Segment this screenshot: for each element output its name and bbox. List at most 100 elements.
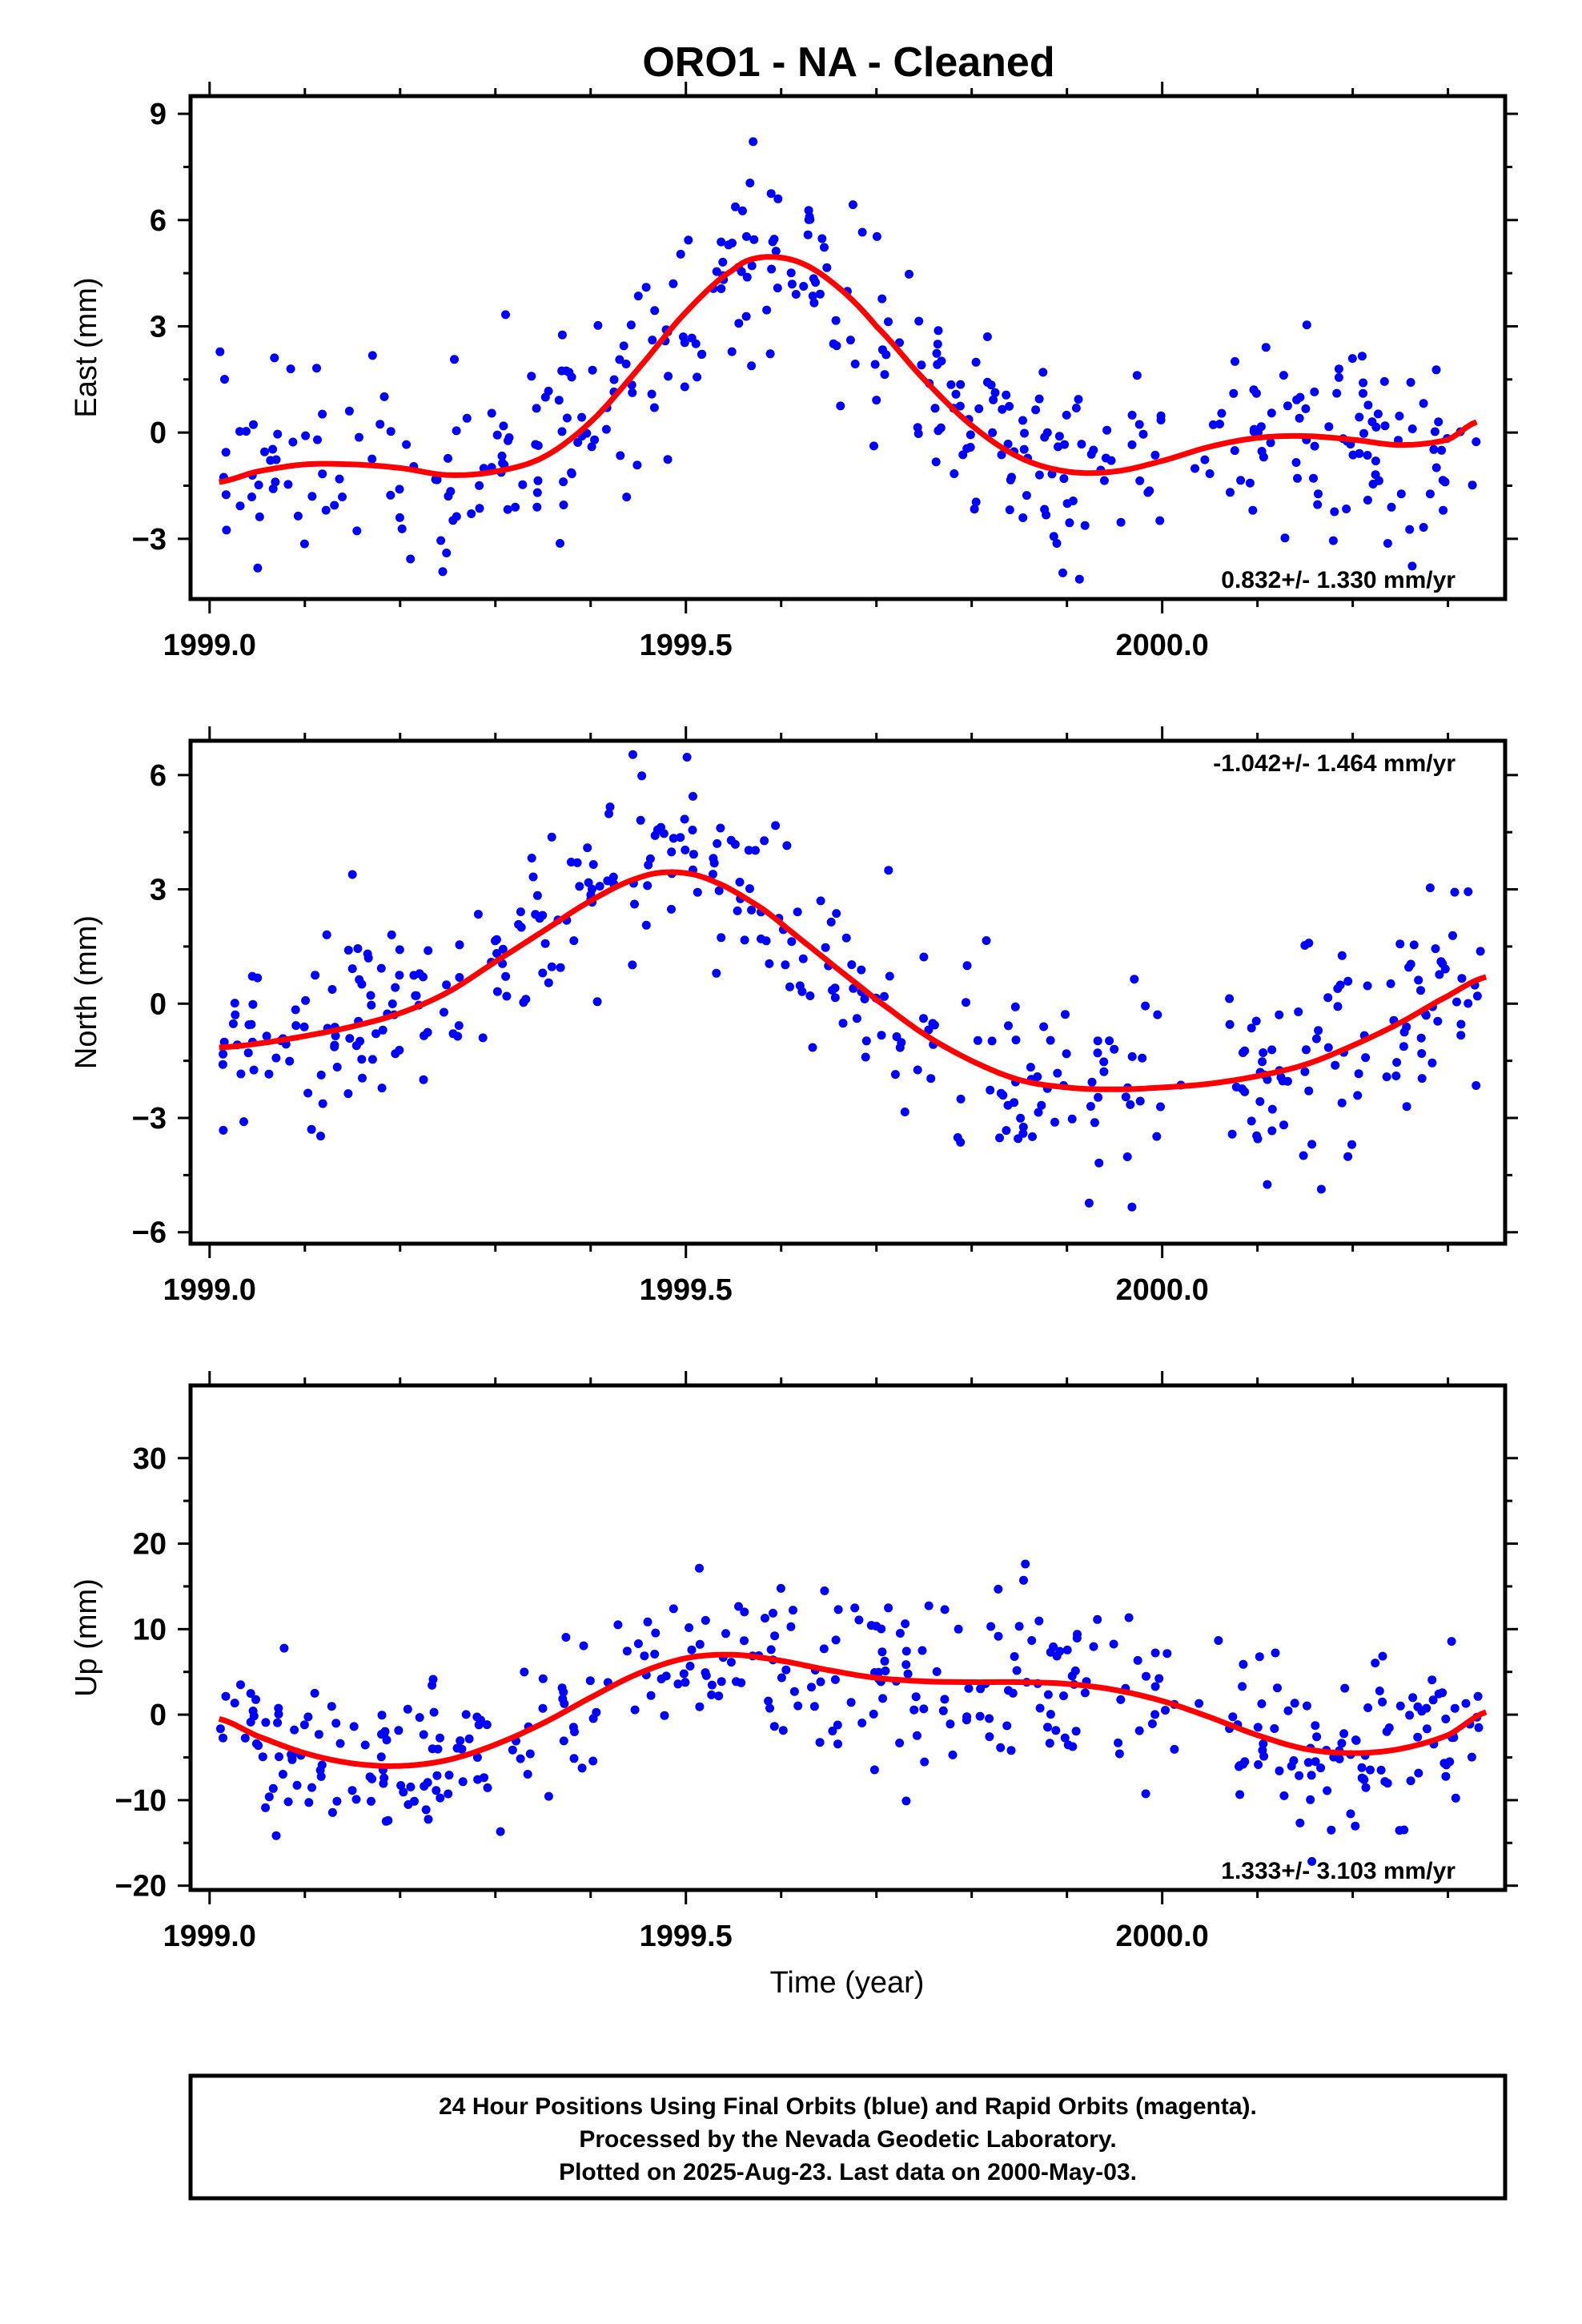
up-data-point xyxy=(1361,1783,1371,1792)
footer-box xyxy=(188,2073,1508,2201)
east-data-point xyxy=(628,388,637,397)
up-data-point xyxy=(809,1702,819,1711)
up-data-point xyxy=(1080,1688,1090,1698)
north-data-point xyxy=(330,1040,339,1050)
north-data-point xyxy=(1409,940,1419,950)
east-data-point xyxy=(1472,437,1481,447)
north-data-point xyxy=(830,993,840,1003)
north-data-point xyxy=(1231,1082,1241,1092)
north-data-point xyxy=(347,964,357,974)
north-data-point xyxy=(303,1088,313,1098)
east-data-point xyxy=(768,237,777,247)
up-data-point xyxy=(290,1725,299,1735)
north-data-point xyxy=(1126,1100,1135,1109)
up-data-point xyxy=(701,1615,710,1625)
east-data-point xyxy=(313,435,322,444)
east-data-point xyxy=(532,404,541,413)
north-data-point xyxy=(1457,974,1467,983)
up-data-point xyxy=(1116,1695,1126,1704)
up-data-point xyxy=(380,1727,390,1736)
up-data-point xyxy=(1154,1674,1164,1683)
north-data-point xyxy=(832,909,841,919)
east-data-point xyxy=(1086,449,1096,459)
up-data-point xyxy=(1004,1686,1013,1695)
up-data-point xyxy=(327,1702,336,1711)
east-data-point xyxy=(734,319,744,328)
east-data-point xyxy=(687,333,697,343)
up-data-point xyxy=(1124,1613,1134,1622)
north-data-point xyxy=(453,1031,463,1041)
east-data-point xyxy=(905,269,913,279)
up-data-point xyxy=(857,1719,867,1727)
up-data-point xyxy=(1254,1760,1263,1769)
east-data-point xyxy=(951,389,961,399)
east-data-point xyxy=(1135,476,1145,485)
north-data-point xyxy=(765,959,774,968)
north-data-point xyxy=(1425,883,1435,893)
up-data-point xyxy=(764,1696,773,1706)
north-y-tick-label: 0 xyxy=(150,987,167,1021)
east-data-point xyxy=(1019,444,1029,454)
east-data-point xyxy=(974,404,984,413)
up-data-point xyxy=(436,1793,445,1803)
north-data-point xyxy=(1302,1045,1311,1055)
north-data-point xyxy=(311,971,320,980)
up-data-point xyxy=(1467,1752,1476,1762)
east-data-point xyxy=(590,435,600,444)
up-data-point xyxy=(769,1608,777,1618)
north-data-point xyxy=(1258,1057,1267,1067)
east-data-point xyxy=(1267,408,1276,418)
up-data-point xyxy=(807,1683,816,1692)
east-data-point xyxy=(1215,420,1224,428)
east-data-point xyxy=(836,401,845,411)
north-data-point xyxy=(604,809,613,818)
east-data-point xyxy=(255,512,264,521)
north-data-point xyxy=(781,960,790,970)
up-data-point xyxy=(332,1796,342,1806)
north-data-point xyxy=(1016,1113,1026,1123)
east-data-point xyxy=(848,200,857,210)
east-data-point xyxy=(1406,378,1415,387)
east-data-point xyxy=(1293,473,1302,483)
east-data-point xyxy=(499,421,508,431)
north-data-point xyxy=(682,753,692,762)
up-data-point xyxy=(1414,1768,1423,1778)
east-data-point xyxy=(1040,505,1050,514)
east-data-point xyxy=(318,469,327,479)
up-data-point xyxy=(940,1695,950,1704)
up-data-point xyxy=(394,1726,404,1735)
north-data-point xyxy=(995,1133,1004,1143)
up-data-point xyxy=(482,1720,492,1730)
east-data-point xyxy=(955,401,965,411)
north-data-point xyxy=(987,1036,997,1046)
east-data-point xyxy=(1468,480,1477,490)
north-data-point xyxy=(1361,1053,1371,1063)
east-data-point xyxy=(446,487,456,497)
up-data-point xyxy=(1045,1739,1054,1748)
north-data-point xyxy=(248,999,258,1009)
north-data-point xyxy=(1414,975,1423,985)
north-data-point xyxy=(1259,1048,1268,1057)
up-data-point xyxy=(994,1631,1003,1641)
up-data-point xyxy=(456,1736,465,1746)
north-data-point xyxy=(440,1007,448,1017)
north-data-point xyxy=(395,971,404,980)
north-data-point xyxy=(735,878,745,887)
east-data-point xyxy=(1310,387,1319,396)
up-data-point xyxy=(789,1687,799,1696)
east-data-point xyxy=(1031,405,1041,415)
up-data-point xyxy=(975,1711,985,1721)
north-data-point xyxy=(1053,1068,1062,1078)
north-data-point xyxy=(556,963,565,972)
north-data-point xyxy=(1331,1060,1340,1070)
north-data-point xyxy=(926,1074,936,1084)
east-data-point xyxy=(1208,420,1218,429)
east-data-point xyxy=(249,420,258,429)
up-data-point xyxy=(1170,1744,1179,1754)
east-data-point xyxy=(1200,455,1210,464)
north-data-point xyxy=(1061,1010,1070,1019)
east-data-point xyxy=(406,554,416,564)
north-data-point xyxy=(1343,1152,1353,1161)
north-data-point xyxy=(962,961,972,971)
east-data-point xyxy=(1425,489,1435,499)
